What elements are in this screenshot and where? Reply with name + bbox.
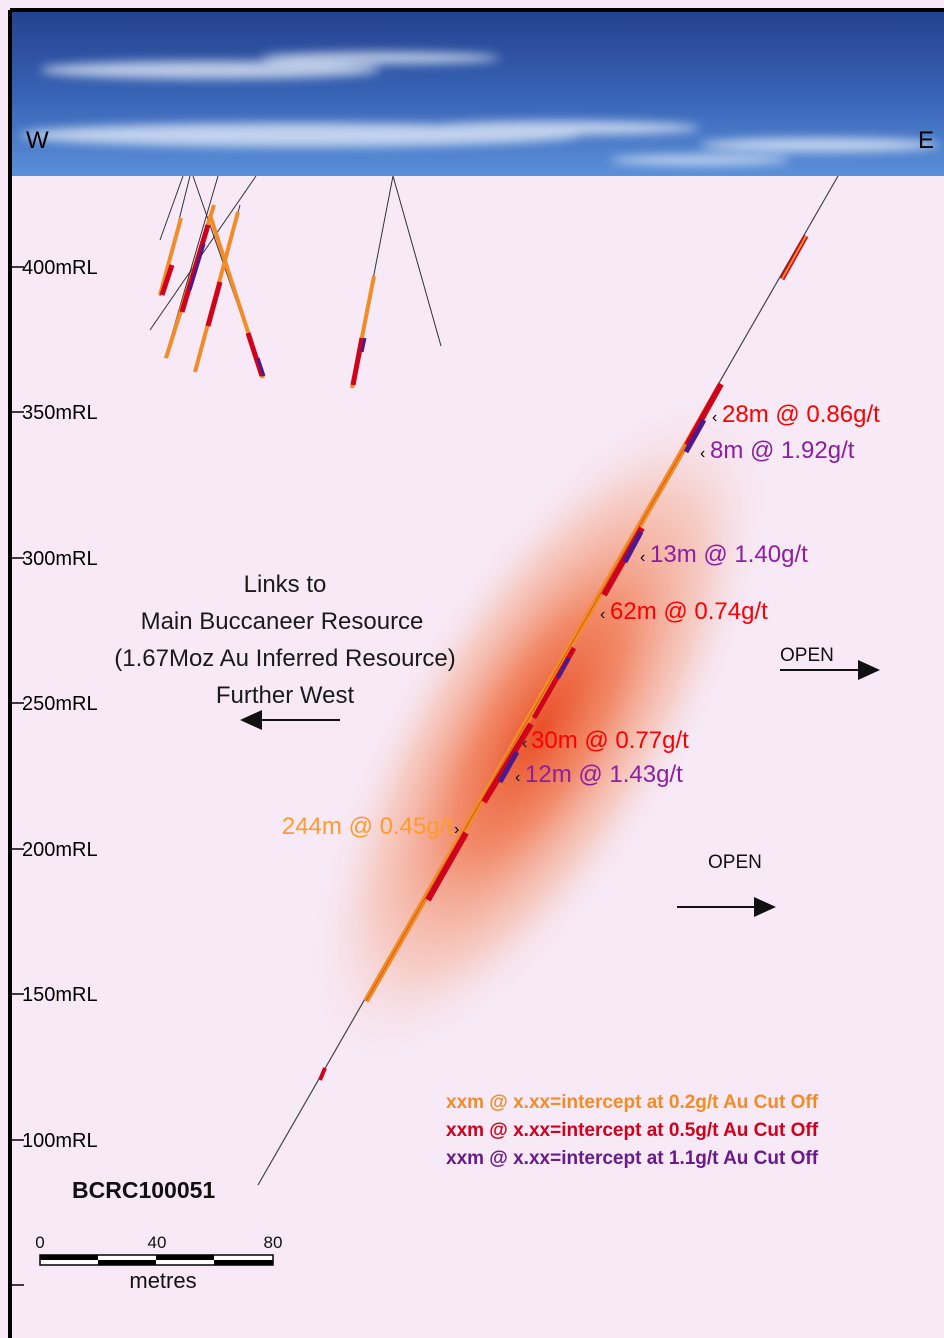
scale-bar: 0 40 80 metres (35, 1233, 282, 1293)
grade-legend: xxm @ x.xx=intercept at 0.2g/t Au Cut Of… (446, 1092, 819, 1169)
svg-text:›: › (454, 821, 459, 838)
links-note-line: Links to (244, 571, 327, 598)
intercept-label: 62m @ 0.74g/t (610, 598, 768, 625)
elevation-axis (10, 266, 24, 1286)
west-label: W (26, 127, 49, 154)
svg-text:‹: ‹ (640, 549, 645, 566)
links-note-line: Further West (216, 682, 355, 709)
east-label: E (918, 127, 934, 154)
intercept-annotations: ‹ 28m @ 0.86g/t ‹ 8m @ 1.92g/t ‹ 13m @ 1… (282, 401, 880, 840)
svg-text:‹: ‹ (700, 445, 705, 462)
scale-tick-0: 0 (35, 1233, 44, 1252)
drill-hole-bcrc100051 (257, 175, 839, 1186)
legend-entry-0-5: xxm @ x.xx=intercept at 0.5g/t Au Cut Of… (446, 1120, 819, 1141)
elevation-label-300: 300mRL (22, 548, 98, 570)
scale-unit: metres (129, 1268, 196, 1293)
intercept-label: 30m @ 0.77g/t (531, 727, 689, 754)
legend-entry-0-2: xxm @ x.xx=intercept at 0.2g/t Au Cut Of… (446, 1092, 819, 1113)
svg-text:‹: ‹ (712, 409, 717, 426)
elevation-label-150: 150mRL (22, 984, 98, 1006)
open-label-upper: OPEN (780, 645, 834, 666)
intercept-label: 244m @ 0.45g/t (282, 813, 453, 840)
sky-banner (10, 10, 944, 176)
legend-entry-1-1: xxm @ x.xx=intercept at 1.1g/t Au Cut Of… (446, 1148, 819, 1169)
elevation-label-350: 350mRL (22, 402, 98, 424)
intercept-label: 8m @ 1.92g/t (710, 437, 855, 464)
arrow-east-icon (780, 660, 880, 680)
intercept-label: 13m @ 1.40g/t (650, 541, 808, 568)
elevation-label-100: 100mRL (22, 1130, 98, 1152)
scale-tick-40: 40 (148, 1233, 167, 1252)
links-note-line: Main Buccaneer Resource (141, 608, 424, 635)
intercept-label: 12m @ 1.43g/t (525, 761, 683, 788)
arrow-west-icon (240, 710, 340, 730)
elevation-label-250: 250mRL (22, 693, 98, 715)
arrow-east-icon (677, 897, 776, 917)
intercept-label: 28m @ 0.86g/t (722, 401, 880, 428)
hole-id-label: BCRC100051 (72, 1177, 215, 1203)
shallow-drill-holes (149, 175, 442, 389)
elevation-label-200: 200mRL (22, 839, 98, 861)
scale-tick-80: 80 (264, 1233, 283, 1252)
svg-text:‹: ‹ (515, 769, 520, 786)
svg-text:‹: ‹ (600, 606, 605, 623)
svg-text:‹: ‹ (522, 735, 527, 752)
open-label-lower: OPEN (708, 852, 762, 873)
links-note-line: (1.67Moz Au Inferred Resource) (114, 645, 456, 672)
elevation-label-400: 400mRL (22, 257, 98, 279)
links-note: Links to Main Buccaneer Resource (1.67Mo… (114, 571, 456, 709)
